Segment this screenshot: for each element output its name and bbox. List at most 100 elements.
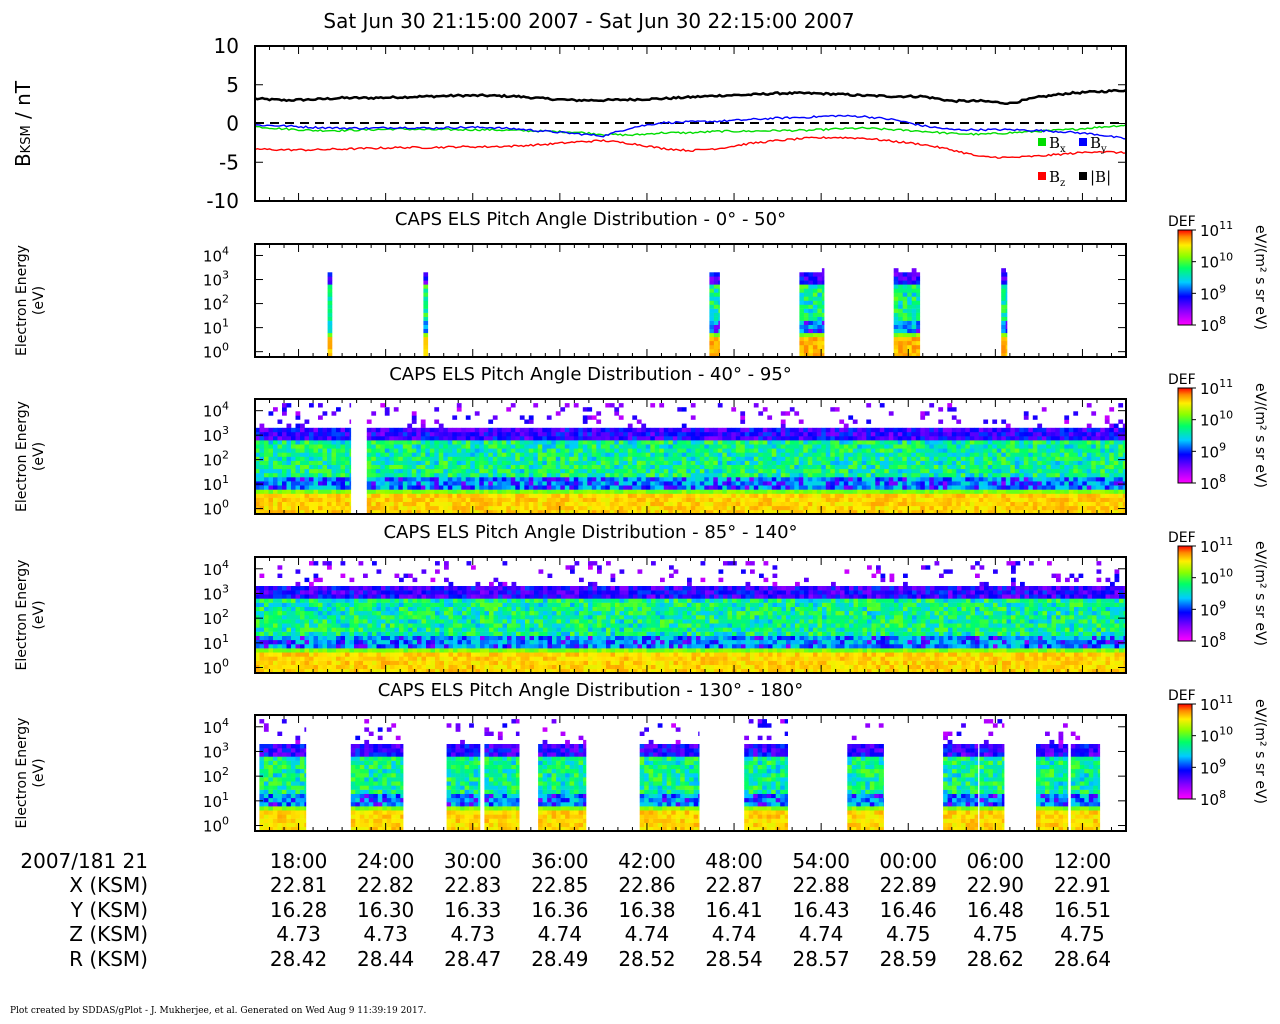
spectrogram-cell [447, 460, 453, 465]
spectrogram-cell [492, 436, 498, 441]
spectrogram-cell [1064, 419, 1070, 424]
spectrogram-cell [776, 501, 782, 507]
spectrogram-cell [555, 489, 561, 494]
spectrogram-cell [398, 464, 404, 470]
spectrogram-cell [605, 477, 611, 482]
spectrogram-cell [902, 332, 908, 338]
spectrogram-cell [327, 452, 332, 457]
spectrogram-cell [916, 300, 921, 305]
spectrogram-cell [1113, 452, 1119, 457]
spectrogram-cell [434, 481, 440, 486]
spectrogram-cell [879, 464, 885, 470]
spectrogram-cell [560, 444, 566, 449]
spectrogram-cell [1109, 501, 1115, 507]
spectrogram-cell [870, 452, 876, 457]
spectrogram-cell [1055, 448, 1061, 453]
spectrogram-cell [389, 485, 395, 490]
spectrogram-cell [1077, 489, 1083, 494]
spectrogram-cell [978, 464, 984, 470]
spectrogram-cell [461, 489, 467, 494]
spectrogram-cell [808, 344, 814, 350]
spectrogram-cell [506, 505, 512, 511]
spectrogram-cell [817, 280, 823, 285]
spectrogram-cell [304, 485, 310, 490]
spectrogram-cell [812, 328, 818, 334]
spectrogram-cell [798, 448, 804, 453]
spectrogram-cell [497, 493, 503, 498]
spectrogram-cell [1118, 501, 1124, 507]
spectrogram-cell [524, 448, 530, 453]
spectrogram-cell [799, 336, 805, 342]
spectrogram-cell [1095, 505, 1101, 511]
spectrogram-cell [713, 316, 719, 321]
spectrogram-cell [821, 324, 825, 329]
spectrogram-cell [627, 493, 633, 498]
spectrogram-cell [1068, 489, 1074, 494]
spectrogram-cell [758, 472, 764, 478]
spectrogram-cell [1122, 509, 1127, 515]
spectrogram-cell [686, 501, 692, 507]
spectrogram-cell [951, 427, 957, 433]
spectrogram-cell [1109, 472, 1115, 478]
spectrogram-cell [907, 288, 912, 293]
spectrogram-cell [434, 485, 440, 490]
spectrogram-cell [483, 468, 489, 474]
spectrogram-cell [686, 489, 692, 494]
spectrogram-cell [456, 452, 462, 457]
spectrogram-cell [1001, 489, 1007, 494]
spectrogram-cell [808, 312, 814, 317]
spectrogram-cell [898, 284, 903, 289]
spectrogram-cell [1010, 477, 1016, 482]
spectrogram-cell [264, 464, 269, 470]
spectrogram-cell [920, 427, 926, 433]
spectrogram-cell [282, 477, 287, 482]
spectrogram-cell [627, 444, 633, 449]
spectrogram-cell [960, 448, 966, 453]
spectrogram-cell [461, 427, 467, 433]
spectrogram-cell [807, 431, 813, 437]
spectrogram-cell [423, 340, 429, 346]
spectrogram-cell [322, 444, 328, 449]
spectrogram-cell [587, 493, 593, 498]
spectrogram-cell [438, 501, 444, 507]
spectrogram-cell [1118, 403, 1124, 408]
energy-tick-exp: 2 [222, 293, 229, 306]
spectrogram-cell [704, 427, 710, 433]
spectrogram-cell [497, 472, 503, 478]
spectrogram-cell [731, 464, 737, 470]
spectrogram-cell [699, 456, 705, 461]
spectrogram-cell [780, 481, 786, 486]
spectrogram-cell [1104, 497, 1110, 502]
spectrogram-cell [780, 489, 786, 494]
spectrogram-cell [569, 477, 575, 482]
spectrogram-cell [1005, 340, 1008, 346]
spectrogram-cell [717, 505, 723, 511]
spectrogram-cell [596, 464, 602, 470]
spectrogram-cell [1091, 472, 1097, 478]
spectrogram-cell [461, 472, 467, 478]
spectrogram-cell [546, 489, 552, 494]
spectrogram-cell [803, 489, 809, 494]
spectrogram-cell [456, 472, 462, 478]
spectrogram-cell [470, 440, 476, 445]
spectrogram-cell [264, 505, 269, 511]
spectrogram-cell [501, 472, 507, 478]
spectrogram-cell [1064, 427, 1070, 433]
spectrogram-cell [546, 472, 552, 478]
spectrogram-cell [1005, 509, 1011, 515]
spectrogram-cell [713, 436, 719, 441]
spectrogram-cell [1113, 464, 1119, 470]
spectrogram-cell [920, 452, 926, 457]
spectrogram-cell [515, 456, 521, 461]
spectrogram-cell [273, 489, 278, 494]
spectrogram-cell [893, 284, 899, 289]
spectrogram-cell [623, 456, 629, 461]
spectrogram-cell [456, 431, 462, 437]
spectrogram-cell [938, 464, 944, 470]
spectrogram-cell [627, 436, 633, 441]
spectrogram-cell [843, 444, 849, 449]
spectrogram-cell [951, 448, 957, 453]
spectrogram-cell [1032, 485, 1038, 490]
spectrogram-cell [393, 477, 399, 482]
spectrogram-cell [839, 485, 845, 490]
